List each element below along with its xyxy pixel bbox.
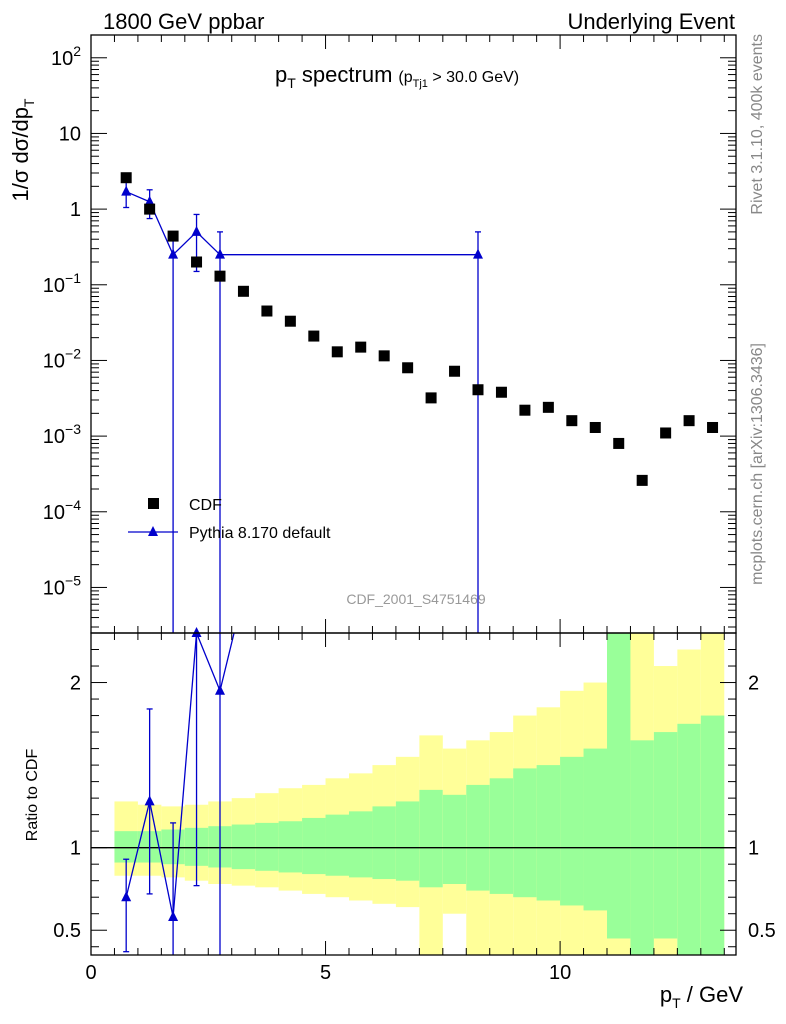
data-point xyxy=(495,386,507,398)
band-inner-bin xyxy=(255,822,279,871)
plot-title: pT spectrum (pTj1 > 30.0 GeV) xyxy=(275,62,519,91)
band-inner-bin xyxy=(395,801,420,881)
data-point xyxy=(613,437,625,449)
ratio-bands xyxy=(114,633,725,955)
mc-line xyxy=(125,191,478,256)
data-point xyxy=(355,341,367,353)
band-inner-bin xyxy=(677,723,701,955)
mc-point xyxy=(121,185,132,196)
ratio-mc-point xyxy=(215,684,225,695)
axes: 0 5 10 10−5 10−4 10−3 10−2 10−1 1 10 102 0.5 0.5 1 1 2 2 xyxy=(43,34,776,984)
band-inner-bin xyxy=(489,778,514,894)
band-inner-bin xyxy=(349,811,373,878)
band-inner-bin xyxy=(536,765,561,901)
ratio-mc-point xyxy=(144,795,155,806)
data-point xyxy=(449,365,461,377)
y-axis-label-main: 1/σ dσ/dpT xyxy=(8,98,37,201)
data-point xyxy=(214,270,226,282)
y-tick-label: 10−3 xyxy=(43,421,81,448)
data-point xyxy=(191,256,203,268)
x-axis-label: pT / GeV xyxy=(660,982,743,1011)
data-point xyxy=(402,362,414,374)
y-axis-label-ratio: Ratio to CDF xyxy=(24,749,41,842)
data-point xyxy=(683,415,695,427)
header-right: Underlying Event xyxy=(567,9,735,34)
legend: CDF Pythia 8.170 default xyxy=(128,497,331,542)
data-series xyxy=(120,172,719,486)
band-inner-bin xyxy=(513,768,537,898)
data-point xyxy=(284,315,296,327)
band-inner-bin xyxy=(325,814,349,876)
band-inner-bin xyxy=(653,732,678,939)
legend-marker-data xyxy=(148,498,159,509)
band-inner-bin xyxy=(466,784,490,891)
y-tick-label: 10−5 xyxy=(43,572,81,599)
mc-point xyxy=(473,248,483,259)
band-inner-bin xyxy=(231,824,256,870)
ratio-y-tick-label-right: 1 xyxy=(748,838,759,860)
band-inner-bin xyxy=(560,756,584,906)
x-tick-label: 5 xyxy=(320,962,331,984)
band-inner-bin xyxy=(114,831,138,863)
band-inner-bin xyxy=(372,806,396,880)
data-point xyxy=(472,384,484,396)
band-inner-bin xyxy=(302,817,326,875)
legend-label-data: CDF xyxy=(189,497,222,514)
ratio-mc-point xyxy=(168,911,179,922)
ratio-mc-series xyxy=(121,627,235,955)
legend-marker-mc xyxy=(148,526,158,536)
band-inner-bin xyxy=(442,794,467,884)
y-tick-label: 10 xyxy=(59,123,81,145)
data-point xyxy=(237,285,249,297)
ratio-y-tick-label-right: 0.5 xyxy=(748,920,776,942)
y-tick-label: 10−1 xyxy=(43,270,81,297)
mc-point xyxy=(191,225,202,236)
data-point xyxy=(378,350,390,362)
data-point xyxy=(636,474,648,486)
ratio-frame xyxy=(90,632,737,956)
data-point xyxy=(542,401,554,413)
data-point xyxy=(144,203,156,215)
data-point xyxy=(589,421,601,433)
y-tick-label: 1 xyxy=(70,199,81,221)
data-point xyxy=(425,392,437,404)
data-point xyxy=(331,346,343,358)
data-point xyxy=(167,230,179,242)
band-inner-bin xyxy=(607,633,631,939)
side-label-bottom: mcplots.cern.ch [arXiv:1306.3436] xyxy=(749,343,766,585)
band-inner-bin xyxy=(278,821,303,873)
ratio-mc-point xyxy=(121,891,132,902)
y-tick-label: 10−4 xyxy=(43,497,81,524)
mc-point xyxy=(144,195,155,206)
band-inner-bin xyxy=(583,748,607,911)
side-label-top: Rivet 3.1.10, 400k events xyxy=(749,34,766,215)
data-point xyxy=(519,404,531,416)
mc-series xyxy=(121,178,483,633)
header-left: 1800 GeV ppbar xyxy=(103,9,264,34)
data-point xyxy=(707,421,719,433)
mc-point xyxy=(168,248,179,259)
band-inner-bin xyxy=(419,789,443,888)
ratio-mc-line xyxy=(125,632,235,918)
ratio-y-tick-label: 0.5 xyxy=(53,920,81,942)
band-inner-bin xyxy=(700,715,725,955)
y-tick-label: 102 xyxy=(51,43,81,70)
x-tick-label: 0 xyxy=(85,962,96,984)
x-tick-label: 10 xyxy=(549,962,571,984)
legend-label-mc: Pythia 8.170 default xyxy=(189,525,331,542)
data-point xyxy=(261,305,273,317)
mc-point xyxy=(215,248,225,259)
data-point xyxy=(566,415,578,427)
ratio-mc-point xyxy=(191,627,202,637)
data-point xyxy=(120,172,132,184)
watermark: CDF_2001_S4751469 xyxy=(346,591,486,607)
ratio-y-tick-label: 2 xyxy=(70,673,81,695)
data-point xyxy=(308,330,320,342)
ratio-y-tick-label-right: 2 xyxy=(748,673,759,695)
data-point xyxy=(660,427,672,439)
main-frame xyxy=(90,34,737,634)
ratio-y-tick-label: 1 xyxy=(70,838,81,860)
y-tick-label: 10−2 xyxy=(43,345,81,372)
